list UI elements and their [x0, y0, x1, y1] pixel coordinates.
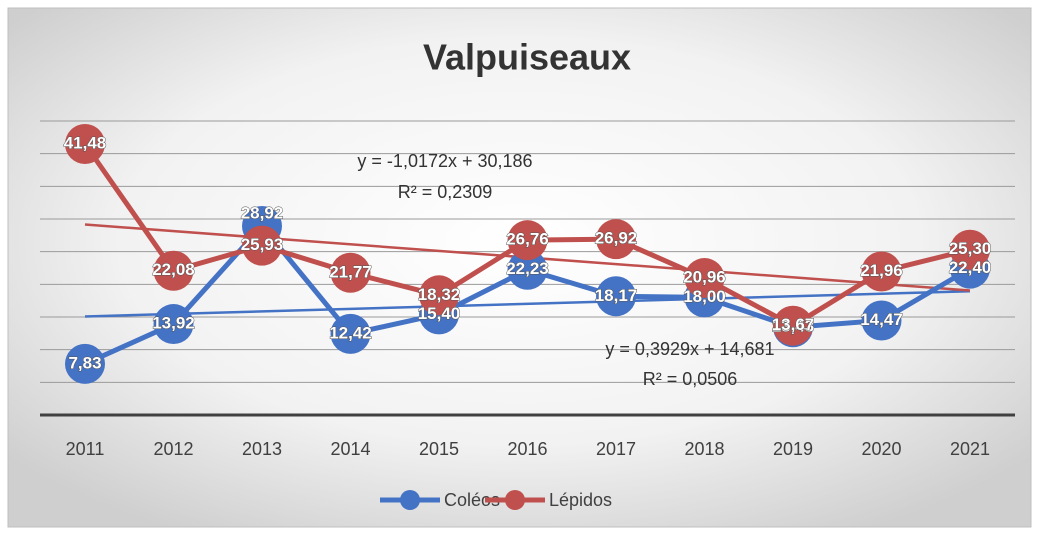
marker [507, 220, 548, 261]
data-label: 14,47 [860, 310, 903, 329]
x-tick-label: 2011 [66, 439, 105, 459]
data-label: 12,42 [329, 323, 372, 342]
data-label: 21,77 [329, 262, 372, 281]
chart-title: Valpuiseaux [423, 37, 631, 78]
data-label: 41,48 [64, 133, 107, 152]
data-label: 22,23 [506, 259, 549, 278]
trendline-r2: R² = 0,2309 [398, 182, 493, 202]
data-label: 25,30 [949, 239, 992, 258]
x-tick-label: 2015 [419, 439, 459, 459]
trendline-r2: R² = 0,0506 [643, 369, 738, 389]
trendline-equation: y = -1,0172x + 30,186 [357, 151, 532, 171]
marker [507, 249, 548, 290]
marker [330, 252, 371, 293]
marker [153, 250, 194, 291]
data-label: 13,92 [152, 314, 195, 333]
data-label: 13,43 [772, 317, 815, 336]
data-label: 18,00 [683, 287, 726, 306]
marker [330, 313, 371, 354]
x-tick-label: 2014 [330, 439, 370, 459]
x-tick-label: 2013 [242, 439, 282, 459]
data-label: 20,96 [683, 268, 726, 287]
marker [773, 305, 813, 346]
data-label: 7,83 [68, 353, 101, 372]
data-label: 13,67 [772, 315, 815, 334]
marker [861, 251, 902, 292]
data-label: 18,17 [595, 286, 638, 305]
marker [684, 258, 725, 299]
x-tick-label: 2012 [153, 439, 193, 459]
x-tick-label: 2018 [684, 439, 724, 459]
marker [861, 300, 902, 341]
marker [153, 304, 194, 345]
data-label: 26,92 [595, 229, 638, 248]
trendline [84, 289, 971, 318]
legend-marker [400, 490, 420, 510]
data-label: 26,76 [506, 230, 549, 249]
data-label: 22,08 [152, 260, 195, 279]
trendline-equation: y = 0,3929x + 14,681 [605, 339, 774, 359]
marker [596, 276, 636, 317]
x-tick-label: 2016 [507, 439, 547, 459]
data-label: 21,96 [860, 261, 903, 280]
x-tick-label: 2017 [596, 439, 636, 459]
data-label: 15,40 [418, 304, 461, 323]
x-tick-label: 2021 [950, 439, 990, 459]
marker [65, 123, 105, 164]
data-label: 22,40 [949, 258, 992, 277]
legend-marker [505, 490, 525, 510]
marker [950, 229, 990, 270]
marker [65, 343, 105, 384]
legend-label: Lépidos [549, 490, 612, 510]
data-label: 18,32 [418, 285, 461, 304]
x-tick-label: 2020 [861, 439, 901, 459]
x-tick-label: 2019 [773, 439, 813, 459]
marker [419, 275, 459, 316]
marker [596, 219, 636, 260]
legend-label: Coléos [444, 490, 500, 510]
marker [242, 225, 282, 266]
data-label: 28,92 [241, 204, 284, 223]
data-label: 25,93 [241, 235, 284, 254]
